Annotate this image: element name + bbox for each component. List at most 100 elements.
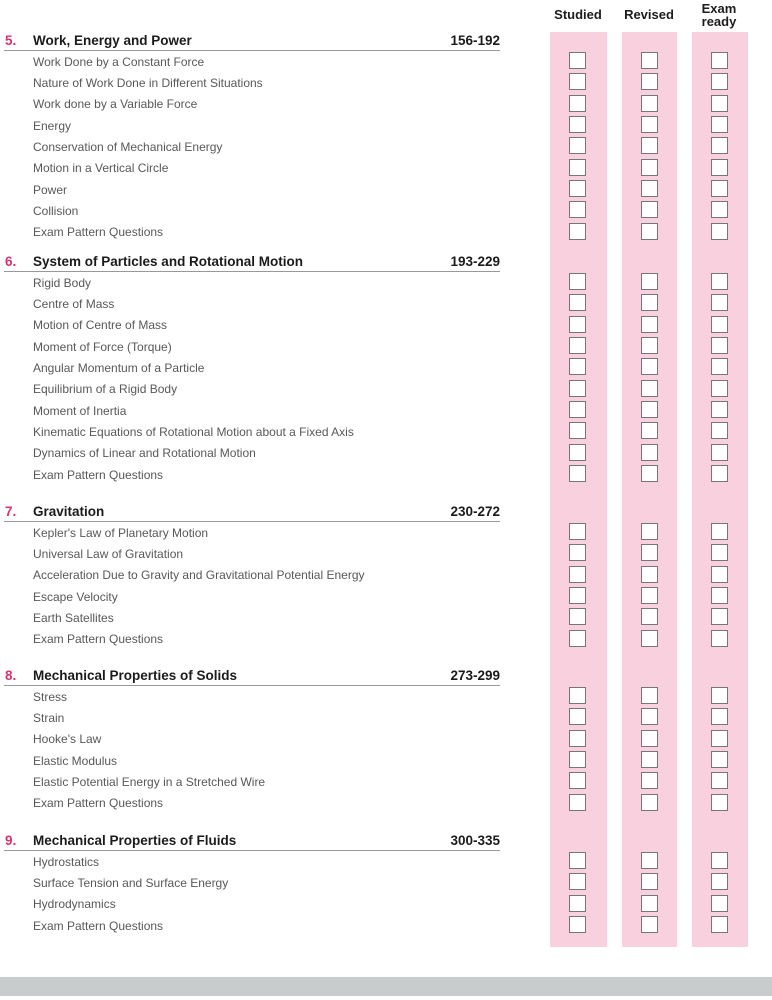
checkbox-revised[interactable] <box>641 464 658 482</box>
checkbox-exam-ready[interactable] <box>711 915 728 933</box>
checkbox-studied[interactable] <box>569 315 586 333</box>
checkbox-revised[interactable] <box>641 523 658 540</box>
checkbox-revised[interactable] <box>641 358 658 376</box>
checkbox-revised[interactable] <box>641 379 658 397</box>
checkbox-exam-ready[interactable] <box>711 379 728 397</box>
checkbox-exam-ready[interactable] <box>711 94 728 112</box>
checkbox-revised[interactable] <box>641 687 658 704</box>
checkbox-revised[interactable] <box>641 544 658 562</box>
checkbox-studied[interactable] <box>569 52 586 69</box>
checkbox-exam-ready[interactable] <box>711 52 728 69</box>
checkbox-revised[interactable] <box>641 158 658 176</box>
checkbox-studied[interactable] <box>569 464 586 482</box>
checkbox-revised[interactable] <box>641 400 658 418</box>
checkbox-revised[interactable] <box>641 294 658 312</box>
checkbox-exam-ready[interactable] <box>711 544 728 562</box>
checkbox-studied[interactable] <box>569 358 586 376</box>
checkbox-exam-ready[interactable] <box>711 629 728 647</box>
checkbox-revised[interactable] <box>641 772 658 790</box>
checkbox-exam-ready[interactable] <box>711 179 728 197</box>
checkbox-studied[interactable] <box>569 443 586 461</box>
checkbox-revised[interactable] <box>641 422 658 440</box>
checkbox-studied[interactable] <box>569 894 586 912</box>
checkbox-revised[interactable] <box>641 708 658 726</box>
checkbox-exam-ready[interactable] <box>711 315 728 333</box>
checkbox-exam-ready[interactable] <box>711 400 728 418</box>
checkbox-exam-ready[interactable] <box>711 729 728 747</box>
checkbox-studied[interactable] <box>569 73 586 91</box>
checkbox-exam-ready[interactable] <box>711 608 728 626</box>
checkbox-exam-ready[interactable] <box>711 565 728 583</box>
checkbox-studied[interactable] <box>569 400 586 418</box>
checkbox-revised[interactable] <box>641 137 658 155</box>
checkbox-studied[interactable] <box>569 201 586 219</box>
checkbox-revised[interactable] <box>641 793 658 811</box>
checkbox-revised[interactable] <box>641 852 658 869</box>
checkbox-exam-ready[interactable] <box>711 687 728 704</box>
checkbox-exam-ready[interactable] <box>711 523 728 540</box>
checkbox-revised[interactable] <box>641 315 658 333</box>
checkbox-revised[interactable] <box>641 201 658 219</box>
checkbox-studied[interactable] <box>569 523 586 540</box>
checkbox-studied[interactable] <box>569 273 586 290</box>
checkbox-revised[interactable] <box>641 565 658 583</box>
checkbox-studied[interactable] <box>569 687 586 704</box>
checkbox-studied[interactable] <box>569 708 586 726</box>
checkbox-exam-ready[interactable] <box>711 358 728 376</box>
checkbox-exam-ready[interactable] <box>711 422 728 440</box>
checkbox-studied[interactable] <box>569 852 586 869</box>
checkbox-exam-ready[interactable] <box>711 158 728 176</box>
checkbox-studied[interactable] <box>569 544 586 562</box>
checkbox-studied[interactable] <box>569 137 586 155</box>
checkbox-studied[interactable] <box>569 379 586 397</box>
checkbox-revised[interactable] <box>641 94 658 112</box>
checkbox-revised[interactable] <box>641 586 658 604</box>
checkbox-exam-ready[interactable] <box>711 708 728 726</box>
checkbox-studied[interactable] <box>569 729 586 747</box>
checkbox-exam-ready[interactable] <box>711 443 728 461</box>
checkbox-studied[interactable] <box>569 158 586 176</box>
checkbox-revised[interactable] <box>641 115 658 133</box>
checkbox-studied[interactable] <box>569 294 586 312</box>
checkbox-revised[interactable] <box>641 222 658 240</box>
checkbox-studied[interactable] <box>569 586 586 604</box>
checkbox-studied[interactable] <box>569 94 586 112</box>
checkbox-exam-ready[interactable] <box>711 873 728 891</box>
checkbox-revised[interactable] <box>641 729 658 747</box>
checkbox-exam-ready[interactable] <box>711 586 728 604</box>
checkbox-studied[interactable] <box>569 115 586 133</box>
checkbox-revised[interactable] <box>641 73 658 91</box>
checkbox-revised[interactable] <box>641 915 658 933</box>
checkbox-studied[interactable] <box>569 793 586 811</box>
checkbox-revised[interactable] <box>641 273 658 290</box>
checkbox-revised[interactable] <box>641 873 658 891</box>
checkbox-studied[interactable] <box>569 422 586 440</box>
checkbox-studied[interactable] <box>569 873 586 891</box>
checkbox-studied[interactable] <box>569 608 586 626</box>
checkbox-studied[interactable] <box>569 336 586 354</box>
checkbox-studied[interactable] <box>569 565 586 583</box>
checkbox-exam-ready[interactable] <box>711 294 728 312</box>
checkbox-exam-ready[interactable] <box>711 793 728 811</box>
checkbox-revised[interactable] <box>641 750 658 768</box>
checkbox-exam-ready[interactable] <box>711 750 728 768</box>
checkbox-revised[interactable] <box>641 336 658 354</box>
checkbox-revised[interactable] <box>641 629 658 647</box>
checkbox-exam-ready[interactable] <box>711 273 728 290</box>
checkbox-exam-ready[interactable] <box>711 336 728 354</box>
checkbox-exam-ready[interactable] <box>711 772 728 790</box>
checkbox-revised[interactable] <box>641 443 658 461</box>
checkbox-revised[interactable] <box>641 52 658 69</box>
checkbox-studied[interactable] <box>569 629 586 647</box>
checkbox-exam-ready[interactable] <box>711 73 728 91</box>
checkbox-exam-ready[interactable] <box>711 115 728 133</box>
checkbox-exam-ready[interactable] <box>711 222 728 240</box>
checkbox-studied[interactable] <box>569 772 586 790</box>
checkbox-exam-ready[interactable] <box>711 464 728 482</box>
checkbox-studied[interactable] <box>569 222 586 240</box>
checkbox-studied[interactable] <box>569 179 586 197</box>
checkbox-exam-ready[interactable] <box>711 201 728 219</box>
checkbox-revised[interactable] <box>641 179 658 197</box>
checkbox-revised[interactable] <box>641 894 658 912</box>
checkbox-studied[interactable] <box>569 915 586 933</box>
